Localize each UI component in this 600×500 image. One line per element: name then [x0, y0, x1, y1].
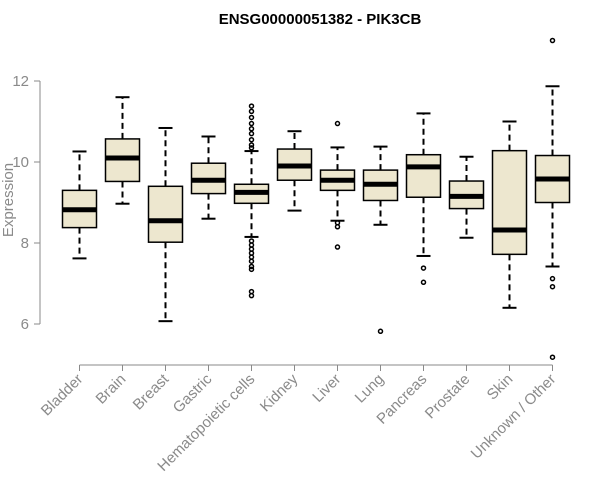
x-tick-label: Liver	[309, 371, 344, 406]
box-gastric	[190, 135, 227, 220]
outlier-point	[334, 224, 341, 230]
box-breast	[147, 126, 184, 323]
outlier-point	[248, 130, 255, 137]
x-tick-label: Lung	[352, 371, 388, 407]
outlier-point	[248, 103, 255, 109]
x-tick-label: Brain	[93, 371, 130, 408]
y-axis: 6 8 10 12	[12, 73, 41, 333]
outlier-point	[248, 114, 255, 121]
outlier-point	[377, 328, 384, 335]
outlier-point	[549, 283, 556, 290]
box-hematopoietic-cells	[233, 103, 270, 299]
outlier-point	[549, 275, 556, 282]
outlier-point	[248, 266, 255, 273]
chart-title: ENSG00000051382 - PIK3CB	[219, 11, 422, 28]
y-tick-label: 8	[21, 235, 29, 252]
box-prostate	[448, 155, 485, 239]
outlier-point	[248, 108, 255, 115]
y-tick-label: 12	[12, 73, 29, 90]
outlier-point	[549, 354, 556, 360]
outlier-point	[549, 37, 556, 44]
outlier-point	[248, 145, 255, 151]
outlier-point	[420, 265, 427, 271]
outlier-point	[334, 244, 341, 250]
box-lung	[362, 145, 399, 335]
box-bladder	[61, 150, 98, 260]
box-brain	[104, 96, 141, 205]
iqr-box	[405, 153, 442, 198]
outlier-point	[248, 136, 255, 143]
outlier-point	[334, 120, 341, 127]
outlier-point	[248, 258, 255, 264]
iqr-box	[147, 185, 184, 243]
x-tick-label: Prostate	[422, 371, 474, 423]
box-kidney	[276, 130, 313, 212]
box-pancreas	[405, 112, 442, 286]
x-tick-label: Breast	[130, 370, 173, 413]
box-unknown-other	[534, 37, 571, 360]
y-tick-label: 6	[21, 316, 29, 333]
box-skin	[491, 120, 528, 309]
boxes-group	[61, 37, 571, 360]
x-tick-label: Kidney	[257, 370, 302, 415]
outlier-point	[248, 126, 255, 132]
box-liver	[319, 120, 356, 250]
x-tick-label: Skin	[484, 371, 517, 404]
y-axis-label: Expression	[0, 163, 17, 237]
outlier-point	[248, 263, 255, 270]
outlier-point	[248, 120, 255, 127]
y-tick-label: 10	[12, 154, 29, 171]
outlier-point	[248, 292, 255, 299]
iqr-box	[491, 149, 528, 256]
x-tick-label: Bladder	[38, 371, 87, 420]
outlier-point	[248, 142, 255, 148]
outlier-point	[420, 279, 427, 286]
